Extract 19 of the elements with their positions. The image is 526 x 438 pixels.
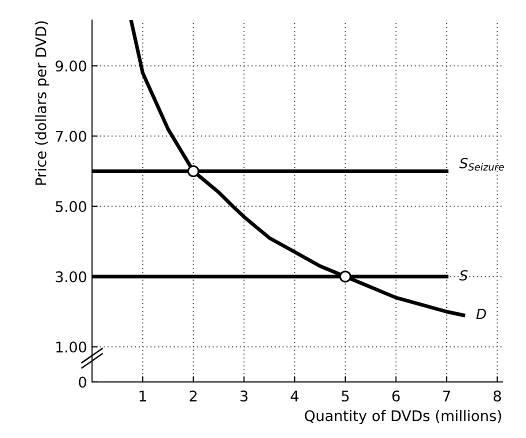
series-label: S bbox=[459, 270, 468, 281]
x-tick-label: 7 bbox=[443, 390, 450, 402]
y-tick-label: 9.00 bbox=[56, 60, 86, 72]
series-label: S$_{Seizure}$ bbox=[459, 158, 504, 171]
y-tick-label: 7.00 bbox=[56, 130, 86, 142]
y-tick-label: 5.00 bbox=[56, 201, 86, 212]
x-tick-label: 2 bbox=[190, 390, 197, 402]
x-tick-label: 1 bbox=[140, 390, 146, 402]
y-tick-label: 3.00 bbox=[56, 271, 86, 282]
y-axis-title: Price (dollars per DVD) bbox=[35, 21, 50, 185]
x-tick-label: 8 bbox=[494, 390, 501, 402]
y-tick-label: 0 bbox=[78, 376, 86, 388]
x-axis-title: Quantity of DVDs (millions) bbox=[304, 410, 502, 424]
x-tick-label: 6 bbox=[392, 390, 400, 402]
series-label: D bbox=[476, 308, 486, 320]
y-tick-label: 1.00 bbox=[56, 342, 86, 353]
x-tick-label: 3 bbox=[240, 390, 248, 402]
x-tick-label: 5 bbox=[342, 390, 349, 402]
x-tick-label: 4 bbox=[290, 390, 298, 402]
